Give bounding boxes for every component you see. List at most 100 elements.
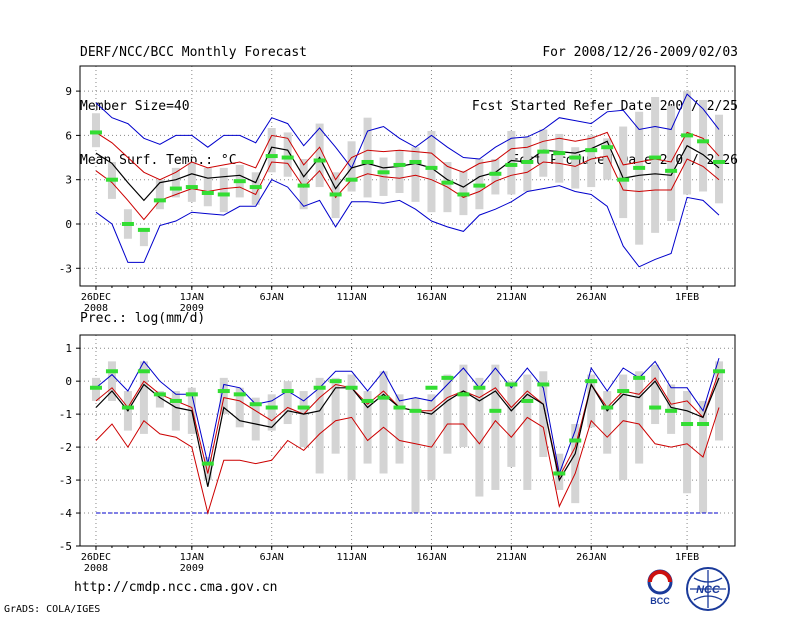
ensemble-box [571,147,580,189]
ensemble-box [539,371,548,457]
observed-marker [121,221,134,226]
observed-marker [409,159,422,164]
observed-marker [217,389,230,394]
observed-marker [473,385,486,390]
observed-marker [665,408,678,413]
observed-marker [553,471,566,476]
ensemble-box [427,130,436,213]
ensemble-box [507,130,516,195]
observed-marker [249,185,262,190]
observed-marker [457,192,470,197]
forecast-period: For 2008/12/26-2009/02/03 [542,45,738,60]
ensemble-box [427,394,436,481]
ensemble-box [635,111,644,245]
ensemble-box [203,167,212,207]
ensemble-box [171,391,180,431]
ensemble-box [603,138,612,180]
x-tick-year-label: 2008 [84,303,108,314]
observed-marker [601,145,614,150]
bcc-logo: BCC [647,569,673,606]
observed-marker [201,461,214,466]
observed-marker [345,177,358,182]
observed-marker [633,165,646,170]
x-tick-label: 26JAN [576,292,606,303]
y-tick-label: -3 [59,474,72,487]
variable-label: Mean Surf. Temp.: °C [80,153,237,168]
observed-marker [665,168,678,173]
series-line-p10 [95,155,720,221]
observed-marker [265,154,278,159]
observed-marker [377,170,390,175]
series-line-max [95,93,720,169]
observed-marker [233,179,246,184]
observed-marker [393,162,406,167]
x-tick-year-label: 2009 [180,563,204,574]
observed-marker [105,369,118,374]
x-tick-label: 1JAN [180,552,204,563]
x-tick-label: 26DEC [81,292,111,303]
plot-frame [79,65,736,287]
observed-marker [697,422,710,427]
ncc-logo: NCC [686,567,730,611]
observed-marker [713,159,726,164]
observed-marker [345,385,358,390]
x-tick-label: 16JAN [416,292,446,303]
ensemble-box [587,135,596,188]
observed-marker [441,375,454,380]
observed-marker [281,389,294,394]
observed-marker [425,385,438,390]
ensemble-box [411,147,420,202]
observed-marker [153,392,166,397]
observed-marker [137,369,150,374]
ensemble-box [715,361,724,441]
ensemble-box [651,364,660,425]
ensemble-box [491,364,500,490]
ensemble-box [443,374,452,454]
observed-marker [329,379,342,384]
ensemble-box [299,391,308,448]
observed-marker [601,405,614,410]
observed-marker [649,405,662,410]
source-url[interactable]: http://cmdp.ncc.cma.gov.cn [74,580,278,595]
y-tick-label: -1 [59,408,72,421]
ensemble-box [475,377,484,497]
x-tick-label: 11JAN [337,292,367,303]
observed-marker [505,382,518,387]
ensemble-box [315,123,324,188]
observed-marker [521,159,534,164]
ensemble-box [619,374,628,481]
observed-marker [617,389,630,394]
x-tick-label: 26JAN [576,552,606,563]
ncc-logo-text: NCC [696,584,721,596]
ensemble-box [235,387,244,428]
x-tick-label: 1FEB [675,552,699,563]
plot-frame [79,334,736,547]
ensemble-box [683,91,692,195]
x-tick-label: 21JAN [496,292,526,303]
x-tick-year-label: 2009 [180,303,204,314]
observed-marker [537,382,550,387]
observed-marker [569,438,582,443]
ensemble-box [267,394,276,431]
observed-marker [489,171,502,176]
ensemble-box [283,132,292,177]
observed-marker [553,151,566,156]
ensemble-box [171,167,180,198]
ensemble-box [251,397,260,441]
observed-marker [393,405,406,410]
observed-marker [89,385,102,390]
ensemble-box [683,391,692,494]
observed-marker [249,402,262,407]
ensemble-box [395,394,404,464]
x-tick-label: 1JAN [180,292,204,303]
y-tick-label: -2 [59,441,72,454]
observed-marker [489,408,502,413]
ensemble-box [411,397,420,514]
x-tick-label: 11JAN [337,552,367,563]
observed-marker [617,177,630,182]
observed-marker [713,369,726,374]
y-tick-label: 3 [65,174,72,187]
ensemble-box [347,141,356,192]
y-tick-label: 0 [65,218,72,231]
